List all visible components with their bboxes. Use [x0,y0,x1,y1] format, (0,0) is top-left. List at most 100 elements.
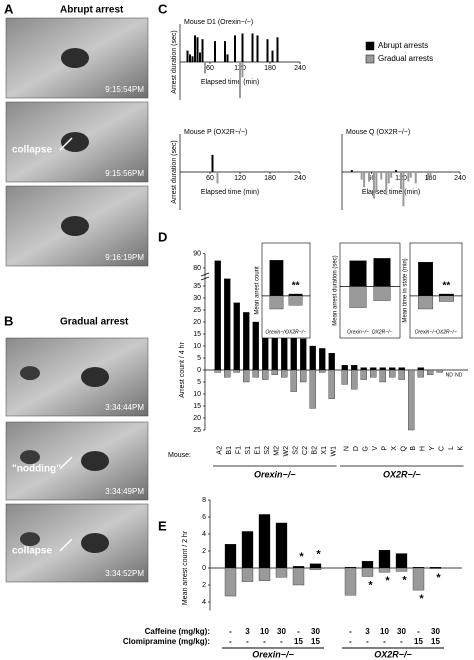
bar [438,293,454,297]
group-label: OX2R−/− [383,469,421,479]
chart-title: Mouse Q (OX2R−/−) [346,129,410,136]
x-tick-label: H [420,446,427,451]
panel-label: B [4,313,13,328]
x-tick-label: V [372,446,379,451]
significance: ** [443,281,451,292]
bar [288,293,303,297]
mouse [20,366,40,381]
bar [360,369,367,380]
dose: 30 [397,627,406,636]
row-label: Clomipramine (mg/kg): [123,637,210,646]
dose: 30 [431,627,440,636]
x-tick-label: W1 [331,446,338,457]
y-tick-label: 15 [193,331,201,338]
x-tick-label: F1 [236,446,243,454]
bar [361,567,374,577]
x-tick-label: 60 [206,65,214,72]
y-tick-label: 6 [202,514,206,521]
axis-break [200,272,210,281]
event-bar [256,35,259,62]
mouse [81,451,109,471]
x-tick-label: D [353,446,360,451]
bar [417,369,424,378]
mouse [61,48,89,68]
x-tick-label: OX2R−/− [436,329,457,335]
dose: - [229,627,232,636]
dose: - [417,627,420,636]
bar [233,302,240,371]
event-bar [372,172,375,199]
x-tick-label: 240 [294,65,306,72]
x-tick-label: 60 [368,175,376,182]
dose: 10 [380,627,389,636]
note: ND [446,372,454,378]
bar [438,295,454,302]
bar [281,369,288,378]
x-tick-label: Orexin−/− [415,329,437,335]
event-bar [429,172,432,178]
bar [224,567,237,597]
dose: 30 [277,627,286,636]
dose: - [297,627,300,636]
event-bar [196,37,199,62]
bar [349,286,367,308]
significance: * [368,579,373,591]
panel-label: C [158,1,168,16]
event-bar [387,172,390,184]
y-axis-label: Mean arrest count [255,266,261,315]
x-axis-label: Elapsed time (min) [201,79,259,86]
bar [241,567,254,582]
bar [258,567,271,581]
legend-label: Gradual arrests [378,54,433,63]
dose: 10 [260,627,269,636]
dose: - [246,637,249,646]
bar [258,514,271,569]
bar [214,260,221,371]
x-tick-label: 240 [294,175,306,182]
group-label: OX2R−/− [374,649,412,659]
x-tick-label: L [448,446,455,450]
y-tick-label: 8 [202,497,206,504]
bar [351,369,358,390]
event-bar [191,56,194,62]
dose: 3 [365,627,370,636]
event-bar [239,62,241,99]
bar [418,261,434,297]
legend-swatch [365,41,375,51]
y-tick-label: 2 [202,582,206,589]
bar [370,367,377,371]
event-bar [251,33,254,62]
mouse [81,367,109,387]
event-bar [427,172,430,180]
x-tick-label: B [410,446,417,451]
x-tick-label: 180 [425,175,437,182]
x-tick-label: A2 [217,446,224,455]
arrow [59,538,73,552]
bar [309,345,316,371]
group-label: Orexin−/− [254,469,296,479]
bar [398,369,405,380]
bar [275,522,288,569]
event-bar [276,37,279,62]
x-tick-label: 240 [454,175,466,182]
x-tick-label: 180 [264,65,276,72]
bar [243,369,250,383]
event-bar [409,172,412,178]
bar [271,369,278,375]
bar [319,348,326,371]
x-tick-label: E1 [255,446,262,455]
event-bar [266,39,269,62]
row-label: Caffeine (mg/kg): [145,627,210,636]
bar [341,369,348,385]
bar [341,365,348,371]
dose: 15 [431,637,440,646]
event-bar [241,33,244,62]
event-bar [226,54,229,62]
bar [214,369,221,373]
significance: ** [292,281,300,292]
event-bar [271,50,274,62]
bar [269,295,284,310]
dose: - [349,637,352,646]
y-tick-label: 25 [193,427,201,434]
